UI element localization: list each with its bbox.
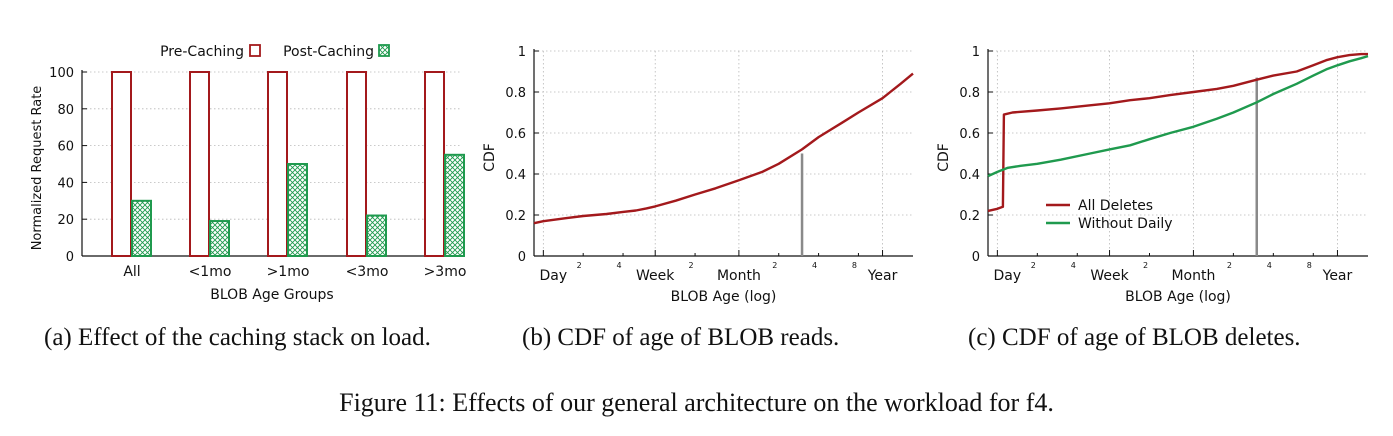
- bar-pre-caching: [346, 71, 367, 257]
- y-tick-label: 40: [57, 176, 74, 191]
- panel-b-read-cdf-chart: 0 0.2 0.4 0.6 0.8 1 Day Week Month Year 2 4 2 2 4 8 BLOB…: [482, 45, 914, 305]
- x-tick-label-minor: 4: [1267, 261, 1272, 270]
- y-axis-title: CDF: [482, 143, 498, 172]
- y-tick-label: 20: [57, 213, 74, 228]
- y-tick-label: 0.6: [505, 127, 526, 142]
- x-axis-title: BLOB Age (log): [671, 289, 777, 305]
- x-tick-label-minor: 2: [1031, 261, 1036, 270]
- y-axis-title: CDF: [936, 143, 952, 172]
- x-tick-label-major: Year: [1322, 268, 1353, 284]
- x-tick-label-major: Year: [867, 268, 898, 284]
- y-tick-label: 0.2: [505, 209, 526, 224]
- y-tick-label: 80: [57, 103, 74, 118]
- y-tick-label: 0.6: [959, 127, 980, 142]
- y-axis-title: Normalized Request Rate: [30, 86, 45, 251]
- x-tick-label: <3mo: [346, 264, 389, 280]
- series-line-reads: [533, 72, 914, 225]
- legend-label-pre-caching: Pre-Caching: [160, 44, 244, 60]
- x-tick-label-minor: 2: [577, 261, 582, 270]
- x-tick-label-minor: 8: [852, 261, 857, 270]
- bar-post-caching: [366, 214, 387, 258]
- y-tick-label: 0.8: [959, 86, 980, 101]
- y-tick-label: 0.4: [959, 168, 980, 183]
- x-tick-label: <1mo: [189, 264, 232, 280]
- x-axis-title: BLOB Age (log): [1125, 289, 1231, 305]
- legend-label-without-daily: Without Daily: [1078, 216, 1173, 232]
- x-tick-label-minor: 2: [1227, 261, 1232, 270]
- y-tick-label: 1: [972, 45, 980, 60]
- bar-post-caching: [131, 199, 152, 258]
- panel-b-caption: (b) CDF of age of BLOB reads.: [522, 324, 840, 351]
- y-tick-label: 0.2: [959, 209, 980, 224]
- bar-post-caching: [209, 220, 230, 257]
- x-tick-label-minor: 2: [1143, 261, 1148, 270]
- y-tick-label: 0: [518, 250, 526, 265]
- legend-label-post-caching: Post-Caching: [283, 44, 374, 60]
- x-tick-label-major: Day: [540, 268, 568, 284]
- y-tick-label: 0.8: [505, 86, 526, 101]
- x-tick-label: All: [123, 264, 140, 280]
- y-tick-label: 0: [66, 250, 74, 265]
- y-tick-label: 100: [49, 66, 74, 81]
- bar-post-caching: [287, 163, 308, 257]
- x-tick-label-minor: 4: [616, 261, 621, 270]
- bar-post-caching: [444, 153, 465, 257]
- y-tick-label: 1: [518, 45, 526, 60]
- series-line-all-deletes: [987, 52, 1368, 213]
- bar-pre-caching: [111, 71, 132, 257]
- bar-pre-caching: [189, 71, 210, 257]
- legend-swatch-pre-caching: [249, 44, 261, 57]
- panel-a-caption: (a) Effect of the caching stack on load.: [44, 324, 431, 351]
- y-tick-label: 0: [972, 250, 980, 265]
- x-tick-label-minor: 4: [1071, 261, 1076, 270]
- x-tick-label-major: Week: [636, 268, 675, 284]
- legend-label-all-deletes: All Deletes: [1078, 198, 1153, 214]
- panel-c-delete-cdf-chart: 0 0.2 0.4 0.6 0.8 1 Day Week Month Year 2 4 2 2 4 8 BLOB…: [936, 45, 1369, 305]
- x-tick-label: >1mo: [267, 264, 310, 280]
- x-tick-label-major: Week: [1090, 268, 1129, 284]
- y-tick-label: 60: [57, 140, 74, 155]
- x-tick-label-major: Month: [717, 268, 761, 284]
- panel-c-caption: (c) CDF of age of BLOB deletes.: [968, 324, 1301, 351]
- bar-pre-caching: [267, 71, 288, 257]
- x-tick-label-minor: 4: [812, 261, 817, 270]
- figure-caption: Figure 11: Effects of our general archit…: [339, 388, 1054, 417]
- x-tick-label-minor: 2: [772, 261, 777, 270]
- panel-a-bar-chart: 0 20 40 60 80 100 All <1mo >1mo <3mo >3mo BLOB Age …: [30, 44, 466, 303]
- series-line-without-daily: [987, 54, 1369, 178]
- x-tick-label: >3mo: [424, 264, 467, 280]
- x-tick-label-minor: 2: [689, 261, 694, 270]
- x-tick-label-minor: 8: [1307, 261, 1312, 270]
- x-axis-title: BLOB Age Groups: [210, 287, 333, 303]
- y-tick-label: 0.4: [505, 168, 526, 183]
- x-tick-label-major: Month: [1171, 268, 1215, 284]
- legend-swatch-post-caching: [378, 44, 390, 57]
- x-tick-label-major: Day: [994, 268, 1022, 284]
- bar-pre-caching: [424, 71, 445, 257]
